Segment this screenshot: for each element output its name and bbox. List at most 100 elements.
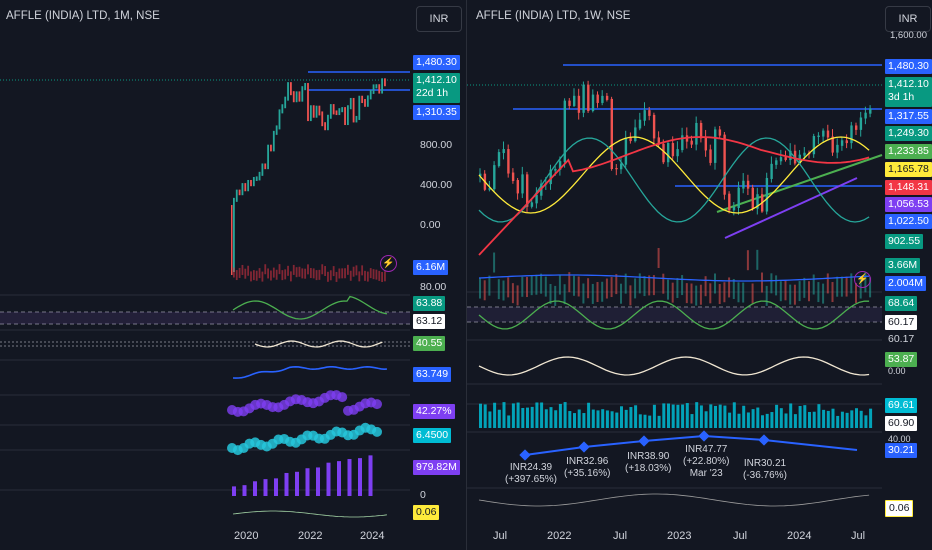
volume-bar <box>803 277 806 298</box>
histogram-bar <box>535 402 539 428</box>
candle <box>671 143 675 157</box>
oscillator-tag: 40.55 <box>413 336 446 351</box>
candle <box>298 91 301 102</box>
histogram-bar <box>850 410 854 428</box>
volume-bar <box>610 277 613 298</box>
volume-bar <box>275 269 278 280</box>
hist-b-tag: 60.90 <box>885 416 918 431</box>
volume-bar <box>281 270 284 281</box>
candle <box>244 183 247 192</box>
high-price-tag: 1,480.30 <box>885 59 932 74</box>
candle <box>241 183 244 196</box>
currency-button[interactable]: INR <box>416 6 462 32</box>
axis-label: 800.00 <box>420 139 453 151</box>
oscillator-line <box>254 340 383 348</box>
histogram-bar <box>601 409 605 428</box>
volume-bar <box>568 272 571 293</box>
pivot-marker <box>758 434 770 446</box>
candle <box>255 176 258 181</box>
histogram-bar <box>761 415 764 428</box>
candle <box>287 82 289 101</box>
lightning-icon[interactable]: ⚡ <box>380 255 397 272</box>
volume-bar <box>746 250 749 271</box>
volume-bar <box>573 275 575 296</box>
bottom-tag: 0.06 <box>413 505 440 520</box>
candle <box>554 168 557 171</box>
trend-line-green <box>716 154 883 213</box>
histogram-bar <box>784 413 788 428</box>
volume-bar <box>850 273 853 294</box>
volume-bar <box>361 265 364 276</box>
volume-bar <box>372 269 375 280</box>
currency-button[interactable]: INR <box>885 6 931 32</box>
x-axis-label: Jul <box>613 530 628 542</box>
weekly-chart-panel[interactable]: AFFLE (INDIA) LTD, 1W, NSE INR 1,600.00 … <box>467 0 932 550</box>
volume-bar <box>355 265 358 276</box>
volume-bar <box>756 249 759 270</box>
level3-tag: 1,022.50 <box>885 214 932 229</box>
oscillator-line <box>478 356 870 376</box>
volume-bar <box>601 281 604 302</box>
swing-annotation: INR47.77 (+22.80%) Mar '23 <box>683 444 730 479</box>
candle <box>238 189 241 196</box>
purple-bar <box>242 485 247 496</box>
candle <box>327 114 329 131</box>
histogram-bar <box>620 406 623 428</box>
swing-annotation: INR24.39 (+397.65%) <box>505 462 557 485</box>
histogram-bar <box>638 414 642 428</box>
volume-bar <box>252 270 255 281</box>
volume-bar <box>723 282 726 303</box>
volume-bar <box>264 264 267 275</box>
candle <box>681 135 684 151</box>
hist-a-tag: 69.61 <box>885 398 918 413</box>
x-axis-label: Jul <box>493 530 508 542</box>
histogram-bar <box>676 404 680 428</box>
candle <box>521 174 524 194</box>
candle <box>676 149 679 157</box>
volume-bar <box>817 282 820 303</box>
volume-bar <box>558 274 561 295</box>
candle <box>264 163 267 170</box>
volume-bar <box>270 270 272 281</box>
volume-bar <box>784 280 787 301</box>
volume-bar <box>704 276 707 297</box>
symbol-title[interactable]: AFFLE (INDIA) LTD, 1W, NSE <box>476 10 631 22</box>
volume-bar <box>381 271 383 282</box>
histogram-bar <box>728 412 732 428</box>
candle <box>278 109 281 130</box>
monthly-chart-panel[interactable]: AFFLE (INDIA) LTD, 1M, NSE INR 1,480.30 … <box>0 0 467 550</box>
histogram-bar <box>765 413 769 428</box>
axis-label: 0.00 <box>420 219 441 231</box>
volume-bar <box>312 268 315 279</box>
volume-bar <box>332 266 335 277</box>
candle <box>378 84 381 94</box>
candle <box>751 187 754 209</box>
volume-bar <box>554 285 557 306</box>
histogram-bar <box>483 404 487 428</box>
volume-bar <box>652 275 655 296</box>
histogram-bar <box>742 405 746 428</box>
trend-line-purple <box>724 177 858 239</box>
monthly-chart-canvas[interactable] <box>0 0 466 550</box>
weekly-chart-canvas[interactable] <box>467 0 932 550</box>
candle <box>502 149 505 154</box>
symbol-title[interactable]: AFFLE (INDIA) LTD, 1M, NSE <box>6 10 160 22</box>
candle <box>765 177 769 212</box>
candle <box>709 149 712 163</box>
volume-bar <box>709 283 712 304</box>
ma5-tag: 902.55 <box>885 234 924 249</box>
candle <box>634 127 637 142</box>
histogram-bar <box>558 403 562 428</box>
volume-bar <box>375 269 378 280</box>
histogram-bar <box>502 402 506 428</box>
candle <box>732 206 736 211</box>
histogram-bar <box>718 404 722 428</box>
volume-bar <box>304 268 307 279</box>
candle <box>563 100 566 163</box>
candle <box>369 89 372 100</box>
pivot-marker <box>578 441 590 453</box>
lightning-icon[interactable]: ⚡ <box>854 271 871 288</box>
volume-bar <box>516 285 519 306</box>
volume-bar <box>261 271 264 282</box>
candle <box>312 105 315 118</box>
